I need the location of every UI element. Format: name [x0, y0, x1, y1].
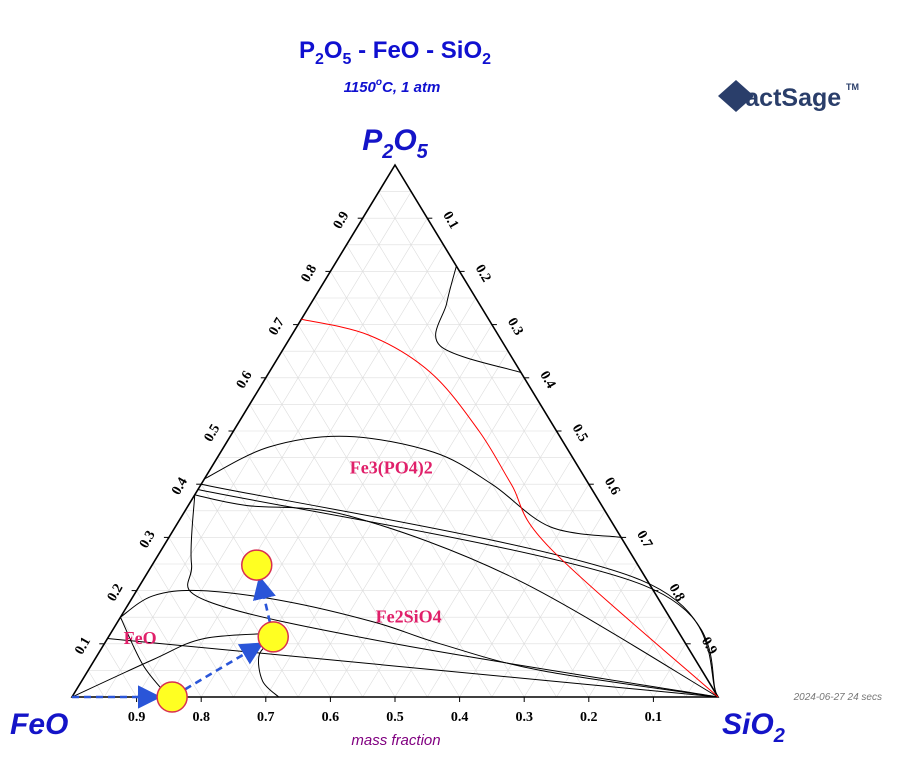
left-tick-label: 0.3: [137, 528, 159, 551]
grid-line: [346, 244, 622, 698]
grid-line: [556, 563, 638, 698]
path-point: [257, 621, 289, 653]
boundary-curve: [435, 265, 522, 373]
grid-line: [104, 191, 412, 698]
cooling-path: [72, 549, 289, 713]
logo-trademark: TM: [846, 82, 859, 92]
boundary-curve: [194, 494, 719, 698]
grid-line: [233, 430, 396, 698]
grid-line: [378, 191, 686, 698]
grid-line: [588, 590, 654, 698]
vertex-label-left: FeO: [10, 708, 68, 741]
path-point: [241, 549, 273, 581]
grid-line: [394, 430, 557, 698]
grid-line: [184, 510, 299, 698]
grid-line: [281, 351, 493, 698]
right-tick-label: 0.6: [601, 475, 623, 498]
grid-line: [459, 484, 590, 698]
right-tick-label: 0.5: [569, 422, 591, 445]
phase-boundaries: [71, 265, 719, 698]
path-arrow: [184, 642, 264, 691]
right-tick-label: 0.7: [633, 528, 655, 551]
right-tick-label: 0.8: [666, 582, 688, 605]
left-tick-label: 0.9: [331, 209, 353, 232]
left-tick-label: 0.5: [202, 422, 224, 445]
left-axis-ticks: 0.1 0.2 0.3 0.4 0.5 0.6 0.7 0.8 0.9: [72, 209, 363, 658]
grid-line: [297, 351, 509, 698]
bottom-tick-label: 0.4: [451, 710, 469, 725]
grid-line: [120, 617, 170, 698]
right-tick-label: 0.2: [472, 262, 494, 285]
left-tick-label: 0.6: [234, 369, 256, 392]
liquidus-curve: [301, 318, 719, 698]
right-tick-label: 0.1: [439, 209, 461, 232]
logo-diamond-icon: [718, 80, 754, 112]
grid-line: [249, 404, 428, 698]
grid-line: [152, 563, 234, 698]
bottom-tick-label: 0.9: [128, 710, 146, 725]
left-tick-label: 0.2: [105, 582, 127, 605]
footer-timestamp: 2024-06-27 24 secs: [793, 692, 882, 703]
grid-line: [427, 457, 573, 698]
path-arrow: [252, 575, 276, 623]
phase-label: Fe3(PO4)2: [350, 458, 433, 479]
phase-label: FeO: [124, 628, 157, 648]
bottom-tick-label: 0.8: [192, 710, 210, 725]
bottom-tick-label: 0.2: [580, 710, 598, 725]
grid-line: [136, 590, 202, 698]
left-tick-label: 0.7: [266, 316, 288, 339]
boundary-curve: [201, 483, 719, 698]
boundary-curve: [204, 435, 622, 538]
bottom-tick-label: 0.1: [645, 710, 663, 725]
left-tick-label: 0.1: [72, 635, 94, 658]
logo-text: FactSage: [730, 84, 841, 112]
bottom-tick-label: 0.3: [515, 710, 533, 725]
grid-line: [87, 670, 105, 698]
boundary-curve: [107, 637, 719, 698]
grid-line: [491, 510, 606, 698]
grid-line: [313, 297, 557, 698]
chart-title: P2O5 - FeO - SiO2: [299, 37, 491, 68]
boundary-curve: [71, 632, 279, 698]
right-tick-label: 0.9: [698, 635, 720, 658]
vertex-label-top: P2O5: [362, 124, 428, 163]
right-tick-label: 0.3: [504, 316, 526, 339]
right-axis-ticks: 0.1 0.2 0.3 0.4 0.5 0.6 0.7 0.8 0.9: [427, 209, 720, 658]
boundary-curve: [187, 494, 719, 698]
phase-labels: Fe3(PO4)2 Fe2SiO4 FeO: [124, 458, 442, 648]
bottom-tick-label: 0.5: [386, 710, 404, 725]
bottom-tick-label: 0.7: [257, 710, 275, 725]
axis-label: mass fraction: [351, 732, 440, 749]
path-point: [156, 681, 188, 713]
right-tick-label: 0.4: [536, 369, 558, 392]
left-tick-label: 0.8: [298, 262, 320, 285]
left-tick-label: 0.4: [169, 475, 191, 498]
grid-line: [104, 643, 137, 698]
grid-line: [168, 537, 267, 698]
bottom-axis-ticks: 0.9 0.8 0.7 0.6 0.5 0.4 0.3 0.2 0.1: [128, 697, 662, 725]
bottom-tick-label: 0.6: [322, 710, 340, 725]
boundary-curve: [197, 489, 719, 698]
vertex-label-right: SiO2: [722, 708, 785, 747]
chart-subtitle: 1150oC, 1 atm: [344, 77, 441, 96]
phase-label: Fe2SiO4: [376, 607, 442, 627]
grid-line: [620, 617, 670, 698]
grid-line: [653, 643, 686, 698]
boundary-curve: [120, 589, 719, 698]
factsage-logo: FactSage TM: [718, 80, 859, 112]
grid-line: [168, 244, 444, 698]
